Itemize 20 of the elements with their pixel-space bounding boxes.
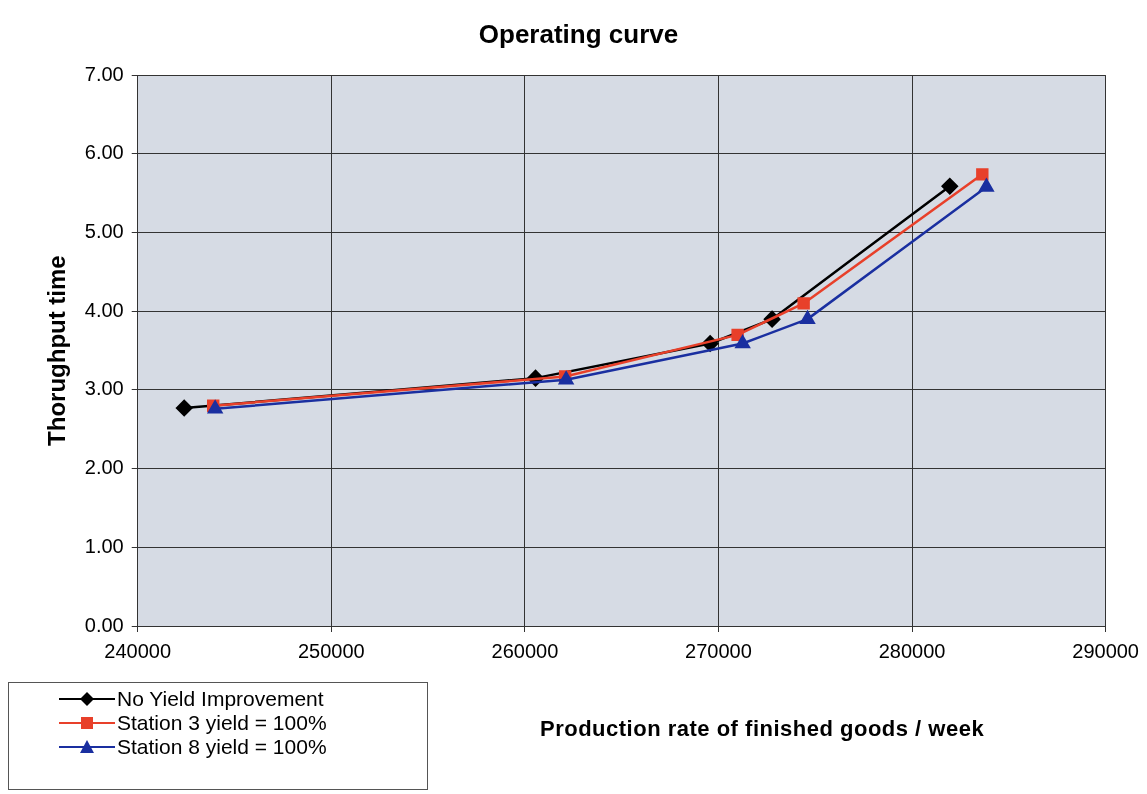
y-tick-label: 1.00 [84,534,124,557]
y-axis-title: Thorughput time [43,255,71,446]
y-tick-label: 0.00 [84,613,124,636]
legend-label: No Yield Improvement [117,687,324,711]
legend-label: Station 3 yield = 100% [117,711,327,735]
y-tick-label: 3.00 [84,377,124,400]
x-tick-label: 240000 [104,639,172,662]
y-tick-label: 5.00 [84,220,124,243]
legend-label: Station 8 yield = 100% [117,735,327,759]
x-tick-label: 260000 [491,639,559,662]
y-tick-label: 6.00 [84,141,124,164]
y-tick-label: 4.00 [84,298,124,321]
y-tick-label: 2.00 [84,456,124,479]
chart-title: Operating curve [478,18,679,49]
x-axis-title: Production rate of finished goods / week [540,716,985,742]
x-tick-label: 250000 [297,639,365,662]
x-tick-label: 270000 [685,639,752,662]
y-tick-label: 7.00 [84,62,124,85]
x-tick-label: 290000 [1072,639,1140,662]
x-tick-label: 280000 [878,639,946,662]
